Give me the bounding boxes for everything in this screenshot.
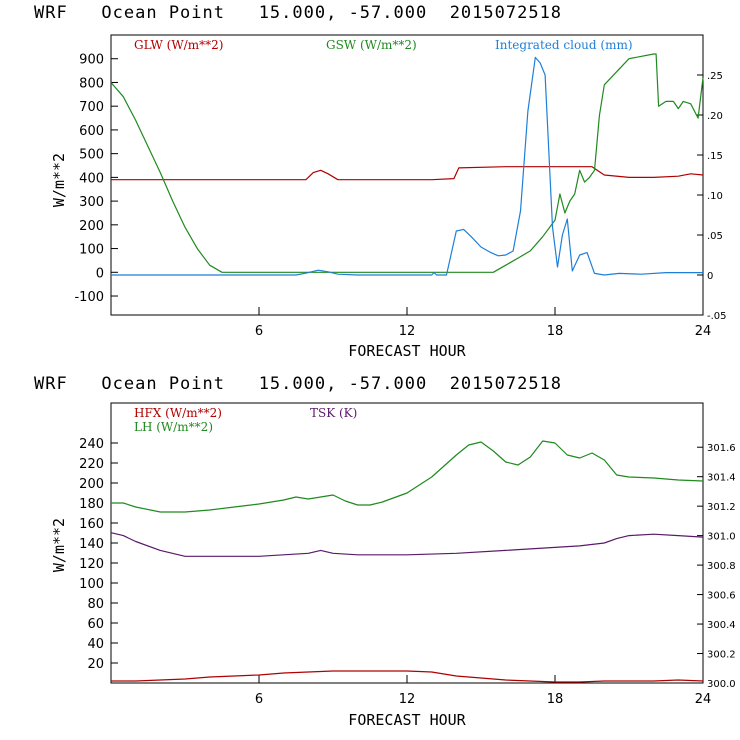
top-chart-ylabel: W/m**2 [50, 153, 68, 207]
x-tick-label: 18 [547, 692, 564, 707]
y2-tick-label: 300.4 [707, 620, 736, 631]
x-tick-label: 24 [695, 692, 712, 707]
bottom-chart-y2-ticks: 301.6 301.4 301.2 301.0 300.8 300.6 300.4 300.2… [697, 443, 736, 690]
top-chart-y2-ticks: .25 .20 .15 .10 .05 0 -.05 [697, 71, 727, 322]
y2-tick-label: 300.0 [707, 679, 736, 690]
bottom-chart-y-ticks: 20 40 60 80 100 120 140 160 180 200 220 240 [79, 437, 118, 672]
series-line-0 [111, 670, 704, 683]
y-tick-label: 900 [79, 53, 104, 68]
y2-tick-label: 0 [707, 271, 713, 282]
y-tick-label: 60 [87, 617, 104, 632]
top-chart-xlabel: FORECAST HOUR [348, 342, 466, 360]
series-line-0 [111, 166, 704, 181]
y-tick-label: 120 [79, 557, 104, 572]
y2-tick-label: .05 [707, 231, 723, 242]
y2-tick-label: 301.2 [707, 502, 736, 513]
y-tick-label: 600 [79, 124, 104, 139]
bottom-chart-xlabel: FORECAST HOUR [348, 711, 466, 729]
y-tick-label: 300 [79, 195, 104, 210]
y-tick-label: 800 [79, 76, 104, 91]
y-tick-label: 40 [87, 637, 104, 652]
bottom-chart-series [110, 440, 704, 683]
top-chart-y-ticks: -100 0 100 200 300 400 500 600 700 800 900 [74, 53, 118, 305]
y-tick-label: 20 [87, 657, 104, 672]
y-tick-label: 700 [79, 100, 104, 115]
y-tick-label: 240 [79, 437, 104, 452]
y2-tick-label: 300.2 [707, 650, 736, 661]
bottom-chart-title: WRF Ocean Point 15.000, -57.000 20150725… [34, 374, 562, 394]
y2-tick-label: 301.0 [707, 532, 736, 543]
y-tick-label: 500 [79, 148, 104, 163]
x-tick-label: 6 [255, 324, 263, 339]
series-line-2 [110, 532, 704, 557]
y-tick-label: 220 [79, 457, 104, 472]
y-tick-label: 100 [79, 577, 104, 592]
legend-tsk: TSK (K) [310, 406, 357, 420]
top-chart: WRF Ocean Point 15.000, -57.000 20150725… [34, 3, 727, 360]
bottom-chart-ylabel: W/m**2 [50, 518, 68, 572]
top-chart-title: WRF Ocean Point 15.000, -57.000 20150725… [34, 3, 562, 23]
y2-tick-label: 301.4 [707, 473, 736, 484]
bottom-chart-frame [110, 402, 704, 684]
y-tick-label: 180 [79, 497, 104, 512]
legend-glw: GLW (W/m**2) [134, 38, 223, 52]
legend-integrated-cloud: Integrated cloud (mm) [495, 38, 633, 52]
legend-hfx: HFX (W/m**2) [134, 406, 222, 420]
x-tick-label: 24 [695, 324, 712, 339]
y2-tick-label: .20 [707, 111, 723, 122]
y2-tick-label: .10 [707, 191, 723, 202]
y2-tick-label: 300.6 [707, 591, 736, 602]
y2-tick-label: 300.8 [707, 561, 736, 572]
y-tick-label: 80 [87, 597, 104, 612]
x-tick-label: 6 [255, 692, 263, 707]
top-chart-frame [110, 34, 704, 316]
y-tick-label: 100 [79, 243, 104, 258]
legend-lh: LH (W/m**2) [134, 420, 213, 434]
y-tick-label: 200 [79, 219, 104, 234]
y-tick-label: 140 [79, 537, 104, 552]
legend-gsw: GSW (W/m**2) [326, 38, 417, 52]
series-line-2 [111, 56, 703, 276]
top-chart-x-ticks: 6 12 18 24 [255, 307, 711, 339]
y-tick-label: 160 [79, 517, 104, 532]
series-line-1 [111, 440, 704, 513]
y-tick-label: 400 [79, 171, 104, 186]
bottom-chart-x-ticks: 6 12 18 24 [255, 675, 711, 707]
top-chart-series [110, 53, 704, 276]
y2-tick-label: 301.6 [707, 443, 736, 454]
y-tick-label: 0 [96, 266, 104, 281]
y-tick-label: -100 [74, 290, 104, 305]
y-tick-label: 200 [79, 477, 104, 492]
y2-tick-label: .15 [707, 151, 723, 162]
x-tick-label: 12 [399, 692, 416, 707]
series-line-1 [110, 53, 704, 273]
bottom-chart: WRF Ocean Point 15.000, -57.000 20150725… [34, 374, 736, 729]
x-tick-label: 18 [547, 324, 564, 339]
y2-tick-label: -.05 [707, 311, 727, 322]
x-tick-label: 12 [399, 324, 416, 339]
y2-tick-label: .25 [707, 71, 723, 82]
